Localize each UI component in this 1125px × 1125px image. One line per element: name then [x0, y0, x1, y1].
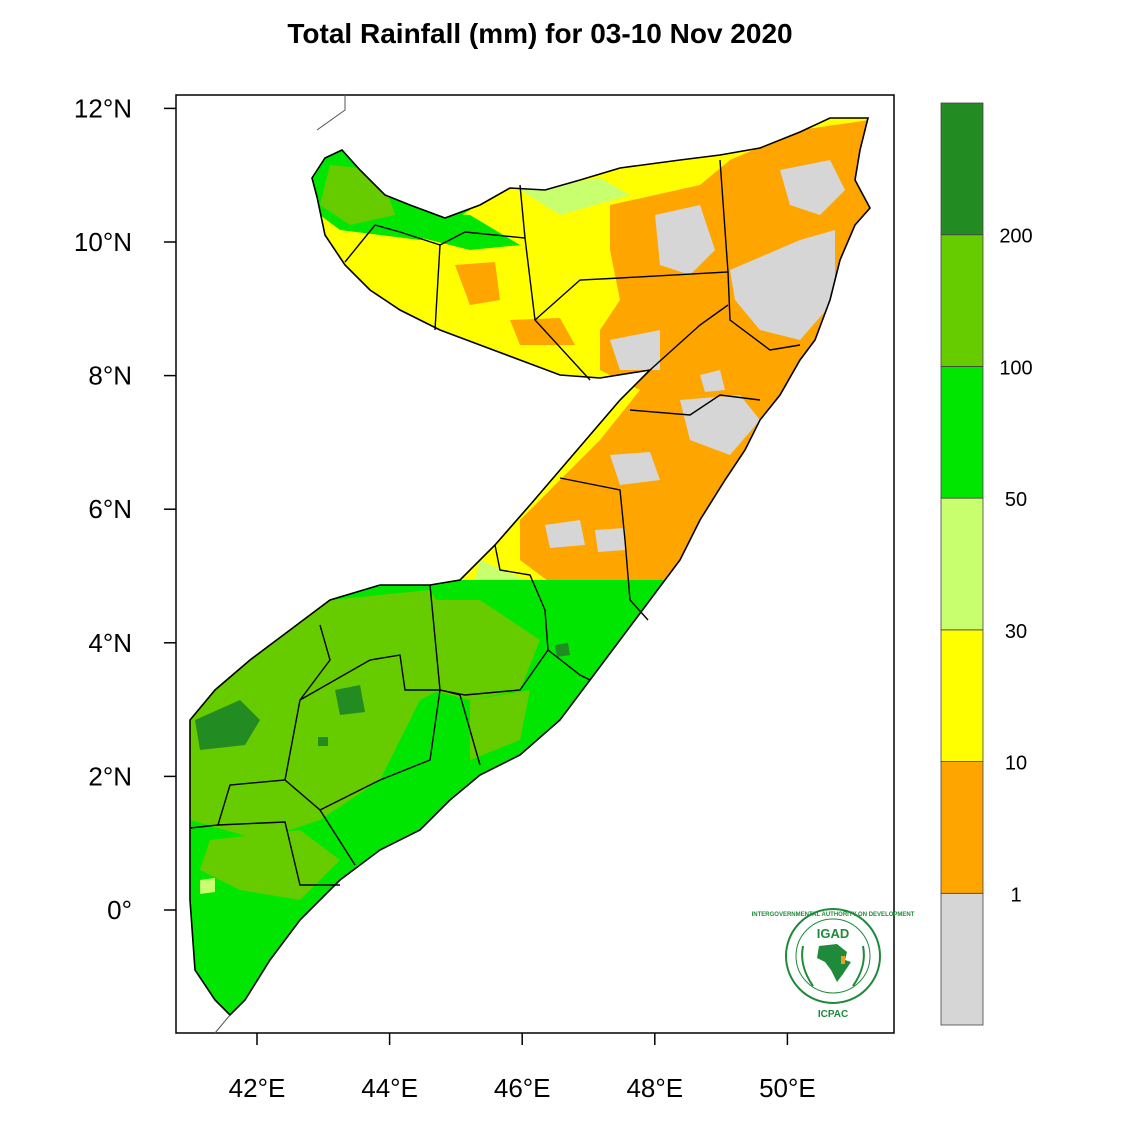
y-tick-label: 0° [107, 895, 132, 925]
colorbar-bin [940, 234, 984, 367]
colorbar-bin [940, 629, 984, 762]
y-tick-label: 10°N [74, 227, 132, 257]
y-axis: 12°N 10°N 8°N 6°N 4°N 2°N 0° [74, 93, 176, 925]
africa-icon [817, 944, 851, 982]
igad-logo: INTERGOVERNMENTAL AUTHORITY ON DEVELOPME… [752, 908, 915, 1020]
x-tick-label: 46°E [494, 1073, 551, 1103]
y-tick-label: 12°N [74, 93, 132, 123]
x-tick-label: 44°E [361, 1073, 418, 1103]
logo-icpac: ICPAC [818, 1009, 848, 1020]
colorbar-bin [940, 366, 984, 499]
x-axis: 42°E 44°E 46°E 48°E 50°E [229, 1033, 816, 1103]
y-tick-label: 4°N [88, 628, 132, 658]
x-tick-label: 48°E [626, 1073, 683, 1103]
x-tick-label: 42°E [229, 1073, 286, 1103]
neighbor-border [214, 95, 346, 1034]
colorbar-bin [940, 102, 984, 236]
region-boundaries [189, 159, 801, 886]
colorbar-bin [940, 892, 984, 1026]
colorbar-label: 100 [999, 357, 1032, 379]
y-tick-label: 2°N [88, 761, 132, 791]
x-tick-label: 50°E [759, 1073, 816, 1103]
y-tick-label: 6°N [88, 494, 132, 524]
map-title: Total Rainfall (mm) for 03-10 Nov 2020 [287, 18, 793, 49]
colorbar-bin [940, 497, 984, 631]
logo-ring-text: INTERGOVERNMENTAL AUTHORITY ON DEVELOPME… [752, 912, 915, 918]
colorbar-label: 30 [1005, 621, 1027, 643]
logo-igad: IGAD [817, 926, 850, 941]
colorbar-label: 1 [1010, 884, 1021, 906]
colorbar: 1 10 30 50 100 200 [940, 102, 1033, 1026]
country-outline [189, 117, 871, 1017]
colorbar-label: 50 [1005, 489, 1027, 511]
colorbar-label: 200 [999, 226, 1032, 248]
colorbar-label: 10 [1005, 753, 1027, 775]
colorbar-bin [940, 761, 984, 894]
y-tick-label: 8°N [88, 361, 132, 391]
